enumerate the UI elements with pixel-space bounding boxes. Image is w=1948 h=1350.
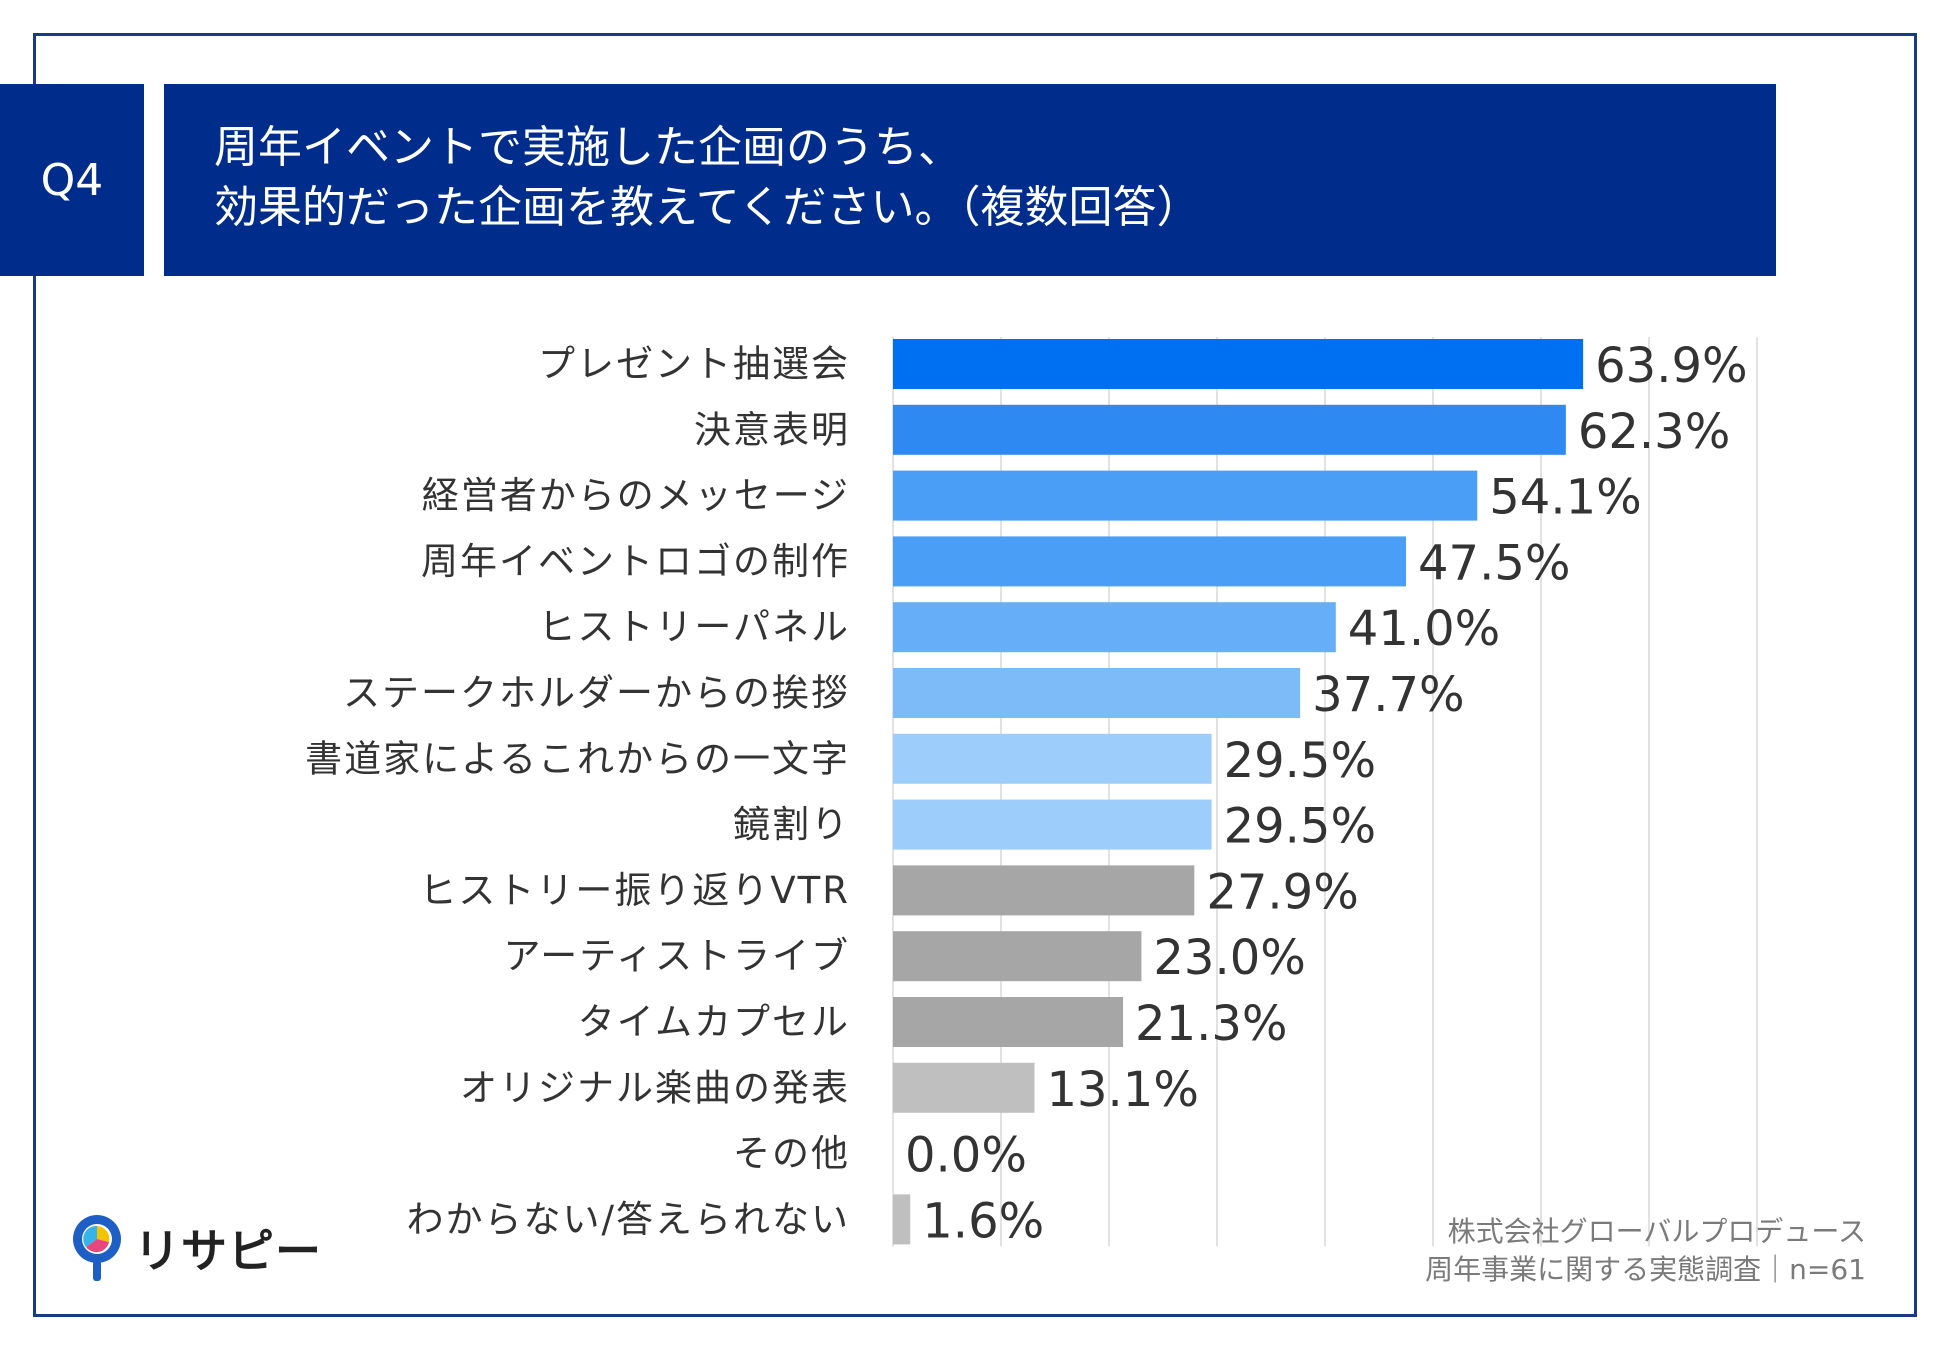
category-label: ヒストリー振り返りVTR — [419, 869, 850, 912]
bar — [893, 339, 1584, 389]
value-label: 0.0% — [905, 1128, 1027, 1184]
value-label: 37.7% — [1312, 667, 1464, 723]
value-label: 29.5% — [1224, 733, 1376, 789]
pin-logo-icon — [73, 1215, 121, 1281]
value-label: 63.9% — [1595, 338, 1747, 394]
bar — [893, 602, 1336, 653]
value-label: 23.0% — [1153, 930, 1305, 986]
question-number: Q4 — [40, 154, 104, 206]
value-label: 54.1% — [1489, 470, 1641, 526]
category-label: 周年イベントロゴの制作 — [421, 540, 850, 583]
category-label: ステークホルダーからの挨拶 — [343, 672, 850, 715]
question-title-line-2: 効果的だった企画を教えてください。（複数回答） — [214, 182, 1201, 233]
bar — [893, 470, 1478, 521]
value-label: 27.9% — [1206, 864, 1358, 920]
value-label: 41.0% — [1348, 601, 1500, 657]
category-label: 鏡割り — [733, 803, 850, 846]
bar — [893, 404, 1566, 455]
bar — [893, 536, 1406, 587]
question-title-line-1: 周年イベントで実施した企画のうち、 — [214, 122, 962, 173]
bar — [893, 1062, 1035, 1113]
value-label: 1.6% — [922, 1193, 1044, 1249]
value-label: 62.3% — [1578, 404, 1730, 460]
chart-frame — [33, 33, 1917, 1317]
bar — [893, 799, 1212, 850]
bar — [893, 931, 1142, 982]
credit-survey: 周年事業に関する実態調査｜n=61 — [1425, 1253, 1866, 1286]
value-label: 21.3% — [1135, 996, 1287, 1052]
category-label: タイムカプセル — [578, 1001, 850, 1044]
question-title-box: 周年イベントで実施した企画のうち、 効果的だった企画を教えてください。（複数回答… — [164, 84, 1776, 276]
credit-company: 株式会社グローバルプロデュース — [1447, 1215, 1866, 1248]
category-label: プレゼント抽選会 — [538, 343, 850, 386]
category-label: 決意表明 — [694, 408, 850, 451]
value-label: 47.5% — [1418, 535, 1570, 591]
category-label: わからない/答えられない — [407, 1198, 850, 1241]
brand-logo: リサピー — [68, 1212, 322, 1284]
category-label: 書道家によるこれからの一文字 — [305, 737, 850, 780]
logo-text: リサピー — [134, 1224, 322, 1278]
question-number-box: Q4 — [0, 84, 144, 276]
value-label: 29.5% — [1224, 799, 1376, 855]
category-label: ヒストリーパネル — [538, 606, 850, 649]
category-label: 経営者からのメッセージ — [422, 474, 850, 517]
bar — [893, 668, 1301, 718]
value-label: 13.1% — [1046, 1062, 1198, 1118]
category-label: オリジナル楽曲の発表 — [460, 1066, 850, 1109]
category-label: その他 — [733, 1132, 850, 1175]
bar — [893, 733, 1212, 784]
bar — [893, 865, 1195, 916]
bar — [893, 997, 1124, 1047]
bar — [893, 1194, 911, 1245]
category-label: アーティストライブ — [503, 935, 850, 978]
